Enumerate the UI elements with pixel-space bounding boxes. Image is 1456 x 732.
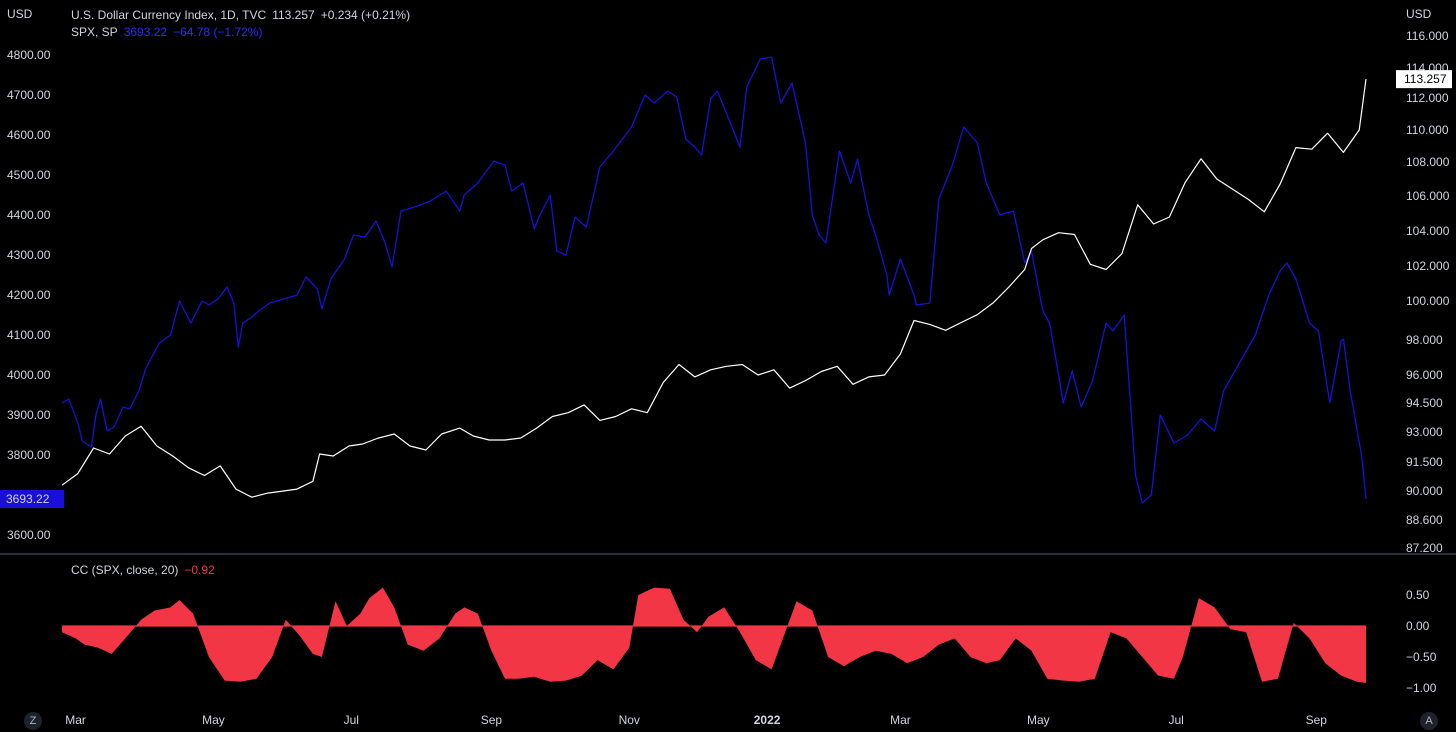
right-axis-tick: 110.000 <box>1406 123 1449 137</box>
spx-last-badge <box>0 490 64 508</box>
time-axis-tick: Sep <box>1306 713 1328 727</box>
cc-legend-title: CC (SPX, close, 20) <box>71 563 179 577</box>
indicator-axis-tick: −0.50 <box>1406 650 1437 664</box>
price-badges: 3693.22 113.257 <box>0 70 1452 508</box>
right-axis-tick: 100.000 <box>1406 294 1450 308</box>
time-axis-tick: 2022 <box>754 713 781 727</box>
spx-last-price: 3693.22 <box>6 492 50 506</box>
spx-line <box>61 56 1367 504</box>
right-axis-tick: 98.000 <box>1406 333 1443 347</box>
left-unit-label: USD <box>7 7 33 21</box>
right-axis-tick: 91.500 <box>1406 455 1443 469</box>
left-axis-tick: 3800.00 <box>7 448 51 462</box>
left-axis-tick: 4800.00 <box>7 48 51 62</box>
dxy-line <box>61 79 1367 498</box>
left-axis-tick: 4300.00 <box>7 248 51 262</box>
dxy-legend-title: U.S. Dollar Currency Index, 1D, TVC <box>71 8 267 22</box>
spx-legend-change: −64.78 (−1.72%) <box>173 25 263 39</box>
spx-legend[interactable]: SPX, SP 3693.22 −64.78 (−1.72%) <box>71 25 268 39</box>
indicator-axis[interactable]: 0.50 0.00 −0.50 −1.00 <box>1406 588 1437 695</box>
left-axis-tick: 3900.00 <box>7 408 51 422</box>
dxy-legend-change: +0.234 (+0.21%) <box>320 8 411 22</box>
time-axis-tick: Jul <box>344 713 359 727</box>
right-axis-tick: 94.500 <box>1406 396 1443 410</box>
dxy-series <box>61 79 1367 498</box>
right-axis-tick: 106.000 <box>1406 189 1450 203</box>
right-axis-tick: 88.600 <box>1406 513 1443 527</box>
right-axis-tick: 102.000 <box>1406 259 1450 273</box>
zoom-button[interactable]: Z <box>24 712 42 730</box>
right-axis-tick: 87.200 <box>1406 541 1443 555</box>
cc-legend[interactable]: CC (SPX, close, 20) −0.92 <box>71 563 221 577</box>
dxy-legend-value: 113.257 <box>272 8 315 22</box>
indicator-pane <box>62 587 1366 683</box>
time-axis[interactable]: Mar May Jul Sep Nov 2022 Mar May Jul Sep <box>65 713 1327 727</box>
left-axis-tick: 4100.00 <box>7 328 51 342</box>
right-unit-label: USD <box>1406 7 1432 21</box>
left-axis-tick: 4500.00 <box>7 168 51 182</box>
right-axis-tick: 90.000 <box>1406 484 1443 498</box>
time-axis-tick: May <box>202 713 225 727</box>
dxy-last-badge <box>1396 70 1452 89</box>
indicator-axis-tick: 0.00 <box>1406 619 1430 633</box>
time-axis-tick: Sep <box>481 713 503 727</box>
left-price-axis[interactable]: 3600.003700.003800.003900.004000.004100.… <box>7 48 51 542</box>
right-axis-tick: 96.000 <box>1406 368 1443 382</box>
dxy-last-price: 113.257 <box>1404 72 1447 86</box>
right-price-axis[interactable]: 87.200 88.600 90.000 91.500 93.000 94.500 96.0… <box>1406 29 1450 555</box>
right-axis-tick: 93.000 <box>1406 425 1443 439</box>
spx-series <box>61 56 1367 504</box>
time-axis-tick: Mar <box>65 713 86 727</box>
right-axis-tick: 104.000 <box>1406 224 1450 238</box>
time-axis-tick: Nov <box>619 713 640 727</box>
cc-legend-value: −0.92 <box>184 563 215 577</box>
spx-legend-value: 3693.22 <box>123 25 168 39</box>
left-axis-tick: 4200.00 <box>7 288 51 302</box>
right-axis-tick: 116.000 <box>1406 29 1449 43</box>
time-axis-tick: Mar <box>890 713 911 727</box>
right-axis-tick: 108.000 <box>1406 155 1450 169</box>
indicator-axis-tick: −1.00 <box>1406 681 1437 695</box>
left-axis-tick: 4400.00 <box>7 208 51 222</box>
left-axis-tick: 4700.00 <box>7 88 51 102</box>
auto-scale-button[interactable]: A <box>1420 712 1438 730</box>
dxy-legend[interactable]: U.S. Dollar Currency Index, 1D, TVC 113.2… <box>71 8 416 22</box>
cc-area <box>62 587 1366 683</box>
time-axis-tick: Jul <box>1168 713 1183 727</box>
spx-legend-title: SPX, SP <box>71 25 118 39</box>
left-axis-tick: 4000.00 <box>7 368 51 382</box>
left-axis-tick: 3600.00 <box>7 528 51 542</box>
left-axis-tick: 4600.00 <box>7 128 51 142</box>
right-axis-tick: 112.000 <box>1406 91 1449 105</box>
indicator-axis-tick: 0.50 <box>1406 588 1430 602</box>
time-axis-tick: May <box>1027 713 1050 727</box>
